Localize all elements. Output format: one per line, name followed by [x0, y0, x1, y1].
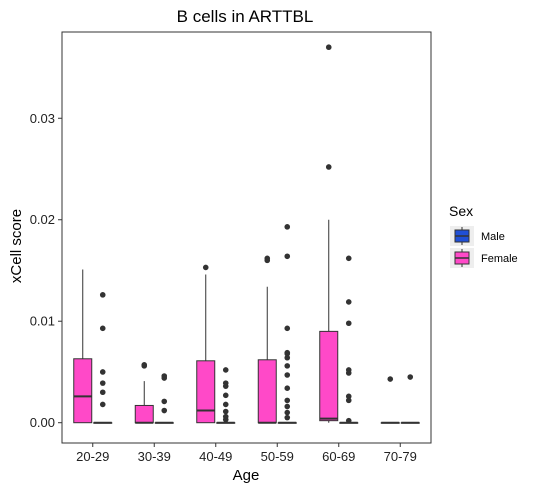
box-group — [380, 376, 400, 424]
outlier-point — [345, 370, 352, 376]
box-group — [277, 224, 297, 424]
x-tick-label: 20-29 — [76, 449, 109, 464]
box-rect — [134, 404, 154, 424]
outlier-point — [161, 375, 168, 381]
outlier-point — [284, 354, 291, 361]
box-group — [400, 374, 420, 424]
outlier-point — [345, 255, 352, 262]
outlier-point — [407, 374, 414, 380]
outlier-point — [284, 385, 291, 392]
outlier-point — [325, 164, 332, 170]
outlier-point — [222, 408, 229, 415]
box-rect — [319, 330, 339, 422]
y-tick-label: 0.00 — [30, 415, 55, 430]
outlier-point — [202, 264, 209, 271]
outlier-point — [222, 416, 229, 423]
box-group — [154, 373, 174, 424]
box-group — [216, 367, 236, 424]
box-group — [339, 255, 359, 424]
outlier-point — [161, 398, 168, 405]
box-group — [134, 362, 154, 424]
box-group — [196, 264, 216, 424]
outlier-point — [99, 401, 106, 408]
outlier-point — [325, 44, 332, 51]
outlier-point — [99, 325, 106, 332]
outlier-point — [284, 414, 291, 421]
outlier-point — [99, 389, 106, 396]
box-rect — [257, 359, 277, 424]
box-rect — [196, 360, 216, 424]
outlier-point — [222, 367, 229, 373]
outlier-point — [284, 397, 291, 404]
legend: Sex Male Female — [449, 203, 518, 268]
legend-label-female: Female — [481, 253, 518, 265]
outlier-point — [222, 401, 229, 408]
outlier-point — [284, 409, 291, 416]
box-group — [93, 292, 113, 424]
outlier-point — [99, 292, 106, 298]
y-tick-label: 0.01 — [30, 314, 55, 329]
y-axis-title: xCell score — [8, 209, 25, 283]
legend-item-male: Male — [450, 226, 505, 246]
x-tick-label: 40-49 — [199, 449, 232, 464]
outlier-point — [284, 224, 291, 230]
outlier-point — [284, 325, 291, 332]
outlier-point — [284, 372, 291, 378]
outlier-point — [222, 392, 229, 399]
outlier-point — [345, 397, 352, 404]
box-group — [257, 255, 277, 424]
outlier-point — [345, 417, 352, 424]
box-rect — [73, 358, 93, 424]
x-axis: 20-29 30-39 40-49 50-59 60-69 70-79 — [76, 443, 417, 464]
x-axis-title: Age — [233, 467, 260, 484]
outlier-point — [161, 407, 168, 414]
outlier-point — [141, 363, 148, 369]
outlier-point — [345, 320, 352, 327]
outlier-point — [284, 403, 291, 410]
outlier-point — [387, 376, 394, 382]
outlier-point — [345, 299, 352, 305]
outlier-point — [284, 350, 291, 357]
outlier-point — [264, 257, 271, 264]
box-layer — [73, 44, 420, 424]
x-tick-label: 60-69 — [322, 449, 355, 464]
box-group — [319, 44, 339, 423]
outlier-point — [345, 393, 352, 400]
outlier-point — [284, 363, 291, 369]
outlier-point — [99, 380, 106, 386]
x-tick-label: 30-39 — [138, 449, 171, 464]
x-tick-label: 50-59 — [261, 449, 294, 464]
box-group — [73, 269, 93, 424]
legend-label-male: Male — [481, 231, 505, 243]
legend-title: Sex — [449, 203, 473, 219]
y-tick-label: 0.03 — [30, 111, 55, 126]
legend-item-female: Female — [450, 248, 518, 268]
chart-title: B cells in ARTTBL — [177, 7, 314, 26]
outlier-point — [284, 253, 291, 260]
y-axis: 0.00 0.01 0.02 0.03 — [30, 111, 62, 430]
y-tick-label: 0.02 — [30, 212, 55, 227]
outlier-point — [99, 369, 106, 375]
plot-panel — [61, 31, 432, 444]
x-tick-label: 70-79 — [384, 449, 417, 464]
outlier-point — [222, 383, 229, 389]
